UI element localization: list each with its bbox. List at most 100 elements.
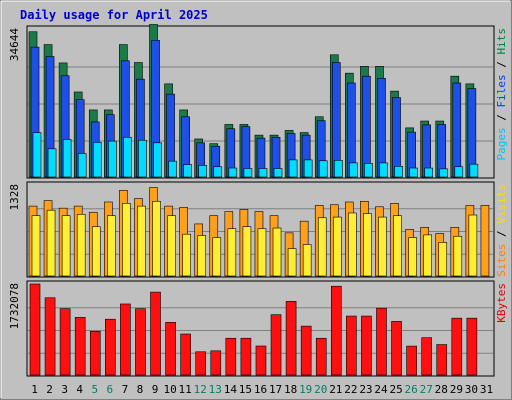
bar-kbytes-7 xyxy=(120,303,131,376)
bar-pages-1 xyxy=(32,132,42,178)
bar-pages-22 xyxy=(349,162,358,178)
x-tick-10: 10 xyxy=(163,383,176,396)
bar-kbytes-24 xyxy=(376,307,387,376)
bar-sites-20 xyxy=(317,217,327,277)
x-tick-5: 5 xyxy=(91,383,98,396)
bar-kbytes-8 xyxy=(135,308,146,376)
bar-sites-7 xyxy=(122,203,131,277)
bar-kbytes-4 xyxy=(74,317,86,376)
bar-sites-29 xyxy=(453,235,463,277)
x-tick-3: 3 xyxy=(61,383,68,396)
series-kbytes xyxy=(29,283,478,376)
bar-kbytes-17 xyxy=(270,314,282,376)
bar-sites-16 xyxy=(257,228,267,277)
bar-sites-13 xyxy=(212,237,222,277)
bar-pages-26 xyxy=(409,167,418,178)
bar-pages-21 xyxy=(333,160,343,178)
x-tick-19: 19 xyxy=(299,383,312,396)
x-tick-4: 4 xyxy=(76,383,83,396)
bar-kbytes-2 xyxy=(44,297,56,376)
side-legend-visits-sites: Sites / Visits xyxy=(495,184,508,277)
legend-hits: Hits xyxy=(495,28,508,55)
side-legend-kbytes: KBytes xyxy=(495,283,508,323)
bar-kbytes-11 xyxy=(180,333,191,376)
bar-sites-18 xyxy=(287,248,297,277)
series-files xyxy=(30,39,477,178)
x-tick-8: 8 xyxy=(137,383,144,396)
bar-sites-19 xyxy=(302,244,312,277)
chart-panels: 34644 Pages / Files / Hits 1328 Sites / Vis… xyxy=(8,24,508,377)
bar-sites-15 xyxy=(242,226,252,277)
bar-sites-23 xyxy=(363,213,372,277)
legend-kbytes: KBytes xyxy=(495,283,508,323)
bar-pages-17 xyxy=(273,168,283,178)
bar-pages-25 xyxy=(394,166,403,178)
bar-sites-4 xyxy=(76,214,86,277)
x-tick-16: 16 xyxy=(254,383,267,396)
bar-kbytes-19 xyxy=(300,325,312,376)
bar-sites-9 xyxy=(152,201,161,277)
bar-pages-6 xyxy=(108,140,117,178)
bar-files-23 xyxy=(362,75,371,178)
bar-pages-28 xyxy=(439,168,449,178)
x-tick-21: 21 xyxy=(329,383,342,396)
side-legend-hits-files-pages: Pages / Files / Hits xyxy=(495,28,508,161)
bar-kbytes-10 xyxy=(165,322,176,376)
x-tick-15: 15 xyxy=(239,383,252,396)
bar-sites-2 xyxy=(46,209,56,277)
x-tick-22: 22 xyxy=(344,383,357,396)
bar-kbytes-28 xyxy=(436,344,448,376)
x-tick-18: 18 xyxy=(284,383,297,396)
bar-kbytes-29 xyxy=(451,317,463,376)
legend-separator: / xyxy=(495,224,508,244)
bar-kbytes-1 xyxy=(29,283,41,376)
bar-sites-5 xyxy=(91,226,101,277)
legend-files: Files xyxy=(495,74,508,107)
y-max-label: 1732078 xyxy=(8,283,21,329)
bar-files-30 xyxy=(467,88,477,178)
x-tick-23: 23 xyxy=(359,383,372,396)
x-tick-2: 2 xyxy=(46,383,53,396)
x-tick-9: 9 xyxy=(152,383,159,396)
bar-pages-2 xyxy=(47,148,57,178)
series-sites xyxy=(31,201,478,277)
x-tick-13: 13 xyxy=(209,383,222,396)
bar-kbytes-16 xyxy=(255,345,267,376)
bar-sites-28 xyxy=(438,242,448,277)
series-pages xyxy=(32,132,479,178)
x-tick-14: 14 xyxy=(224,383,238,396)
bar-kbytes-21 xyxy=(330,285,342,376)
x-tick-20: 20 xyxy=(314,383,327,396)
x-axis: 1 2 3 4 5 6 7 8 9 10 11 12 13 14 15 16 17 18 19 20 21 22 23 24 2… xyxy=(31,383,493,396)
legend-separator: / xyxy=(495,108,508,128)
x-tick-1: 1 xyxy=(31,383,38,396)
bar-pages-27 xyxy=(424,167,433,178)
bar-sites-11 xyxy=(182,233,191,277)
bar-kbytes-14 xyxy=(225,337,237,376)
bar-sites-1 xyxy=(31,215,41,277)
x-tick-30: 30 xyxy=(465,383,478,396)
bar-kbytes-3 xyxy=(59,308,71,376)
bar-kbytes-5 xyxy=(89,330,101,376)
bar-pages-16 xyxy=(258,168,268,178)
bar-sites-14 xyxy=(227,228,237,277)
bar-kbytes-13 xyxy=(210,350,222,376)
bar-sites-22 xyxy=(348,212,357,277)
x-tick-31: 31 xyxy=(480,383,493,396)
bar-pages-10 xyxy=(168,160,177,178)
bar-pages-30 xyxy=(469,163,479,178)
bar-kbytes-27 xyxy=(421,337,432,376)
bar-kbytes-9 xyxy=(150,291,161,376)
bar-sites-30 xyxy=(468,214,478,277)
y-max-label: 1328 xyxy=(8,184,21,211)
panel-kbytes: 1732078 KBytes xyxy=(8,280,508,377)
x-tick-27: 27 xyxy=(420,383,433,396)
bar-sites-27 xyxy=(423,234,432,277)
bar-files-24 xyxy=(377,78,386,178)
bar-files-29 xyxy=(452,82,462,178)
bar-pages-9 xyxy=(153,142,162,178)
bar-kbytes-12 xyxy=(195,351,207,376)
bar-pages-8 xyxy=(138,139,147,178)
panel-hits-files-pages: 34644 Pages / Files / Hits xyxy=(8,24,508,179)
